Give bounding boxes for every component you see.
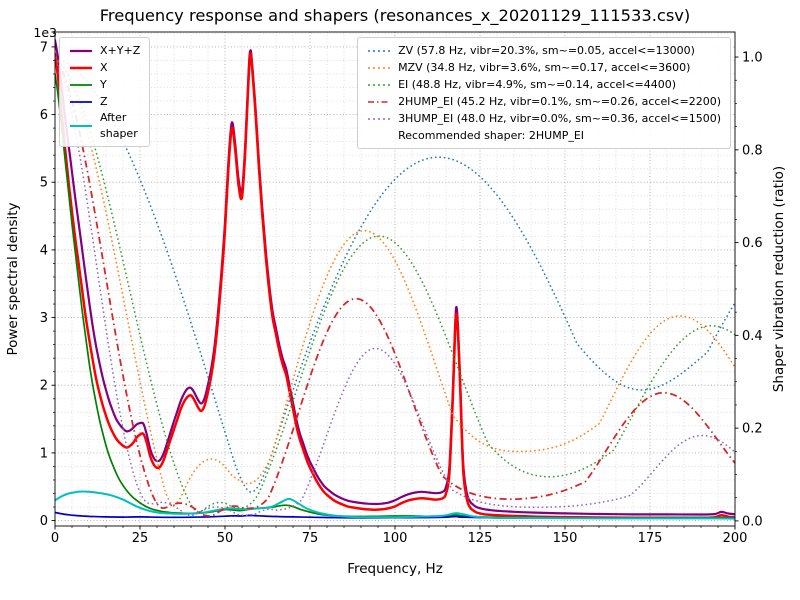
x-tick-label: 25 <box>132 531 149 546</box>
x-tick-label: 100 <box>383 531 408 546</box>
legend-line-sample <box>70 49 92 52</box>
legend-line-sample <box>368 117 391 120</box>
y-left-tick-label: 7 <box>40 40 48 55</box>
chart-title: Frequency response and shapers (resonanc… <box>100 6 691 26</box>
y-right-tick-label: 0.4 <box>742 329 763 344</box>
x-tick-label: 125 <box>468 531 493 546</box>
legend-recommended-note: Recommended shaper: 2HUMP_EI <box>398 128 585 142</box>
legend-label-ei: EI (48.8 Hz, vibr=4.9%, sm~=0.14, accel<… <box>398 77 677 91</box>
shaper-curve-ei <box>55 56 735 513</box>
legend-item-after_shaper: After shaper <box>69 110 140 142</box>
x-tick-label: 50 <box>217 531 234 546</box>
legend-item-zv: ZV (57.8 Hz, vibr=20.3%, sm~=0.05, accel… <box>367 42 721 59</box>
legend-label-mzv: MZV (34.8 Hz, vibr=3.6%, sm~=0.17, accel… <box>398 60 691 74</box>
legend-item-y: Y <box>69 76 140 93</box>
legend-measurements: X+Y+Z X Y Z After shaper <box>59 37 151 147</box>
axes: 0 25 50 75 100 125 150 175 200 0 1 2 3 4 5 6 7 0.0 0.2 0.4 0… <box>40 31 763 546</box>
y-left-tick-label: 3 <box>40 311 48 326</box>
legend-line-sample <box>368 66 391 69</box>
x-tick-label: 0 <box>51 531 59 546</box>
y-axis-offset-label: 1e3 <box>33 25 57 40</box>
legend-label-3hump_ei: 3HUMP_EI (48.0 Hz, vibr=0.0%, sm~=0.36, … <box>398 111 721 125</box>
legend-item-2hump_ei: 2HUMP_EI (45.2 Hz, vibr=0.1%, sm~=0.26, … <box>367 93 721 110</box>
legend-line-sample <box>70 66 92 69</box>
legend-item-z: Z <box>69 93 140 110</box>
y-left-tick-label: 2 <box>40 379 48 394</box>
y-right-tick-label: 0.8 <box>742 143 763 158</box>
y-axis-label-right: Shaper vibration reduction (ratio) <box>771 166 787 392</box>
legend-item-x: X <box>69 59 140 76</box>
legend-item-3hump_ei: 3HUMP_EI (48.0 Hz, vibr=0.0%, sm~=0.36, … <box>367 110 721 127</box>
y-left-tick-label: 1 <box>40 446 48 461</box>
generated-chart-layers: 0 25 50 75 100 125 150 175 200 0 1 2 3 4 5 6 7 0.0 0.2 0.4 0… <box>40 31 763 546</box>
legend-line-sample <box>70 83 92 86</box>
shaper-curve-mzv <box>55 56 735 506</box>
legend-line-sample <box>368 83 391 86</box>
x-tick-label: 175 <box>638 531 663 546</box>
psd-curve-x <box>55 52 735 519</box>
legend-item-ei: EI (48.8 Hz, vibr=4.9%, sm~=0.14, accel<… <box>367 76 721 93</box>
shaper-curve-3hump_ei <box>55 56 735 517</box>
legend-label-z: Z <box>100 94 108 108</box>
legend-item-mzv: MZV (34.8 Hz, vibr=3.6%, sm~=0.17, accel… <box>367 59 721 76</box>
legend-shapers: ZV (57.8 Hz, vibr=20.3%, sm~=0.05, accel… <box>357 37 731 149</box>
legend-label-2hump_ei: 2HUMP_EI (45.2 Hz, vibr=0.1%, sm~=0.26, … <box>398 94 721 108</box>
psd-curve-after_shaper <box>55 490 735 520</box>
y-axis-label-left: Power spectral density <box>5 202 21 355</box>
legend-label-after_shaper: After shaper <box>100 111 138 140</box>
x-tick-label: 200 <box>723 531 748 546</box>
y-left-tick-label: 4 <box>40 243 48 258</box>
legend-line-sample <box>368 49 391 52</box>
x-tick-label: 75 <box>302 531 319 546</box>
y-right-tick-label: 1.0 <box>742 51 763 66</box>
legend-label-y: Y <box>100 77 107 91</box>
legend-item-sum: X+Y+Z <box>69 42 140 59</box>
curves <box>55 39 735 520</box>
x-tick-label: 150 <box>553 531 578 546</box>
legend-line-sample <box>70 124 92 127</box>
legend-label-sum: X+Y+Z <box>100 43 141 57</box>
y-left-tick-label: 6 <box>40 108 48 123</box>
y-right-tick-label: 0.2 <box>742 422 763 437</box>
y-left-tick-label: 0 <box>40 514 48 529</box>
y-right-tick-label: 0.6 <box>742 236 763 251</box>
legend-line-sample <box>368 100 391 103</box>
legend-line-sample <box>70 100 92 103</box>
x-axis-label: Frequency, Hz <box>347 561 443 577</box>
y-right-tick-label: 0.0 <box>742 514 763 529</box>
legend-label-x: X <box>100 60 108 74</box>
y-left-tick-label: 5 <box>40 176 48 191</box>
legend-label-zv: ZV (57.8 Hz, vibr=20.3%, sm~=0.05, accel… <box>398 43 695 57</box>
